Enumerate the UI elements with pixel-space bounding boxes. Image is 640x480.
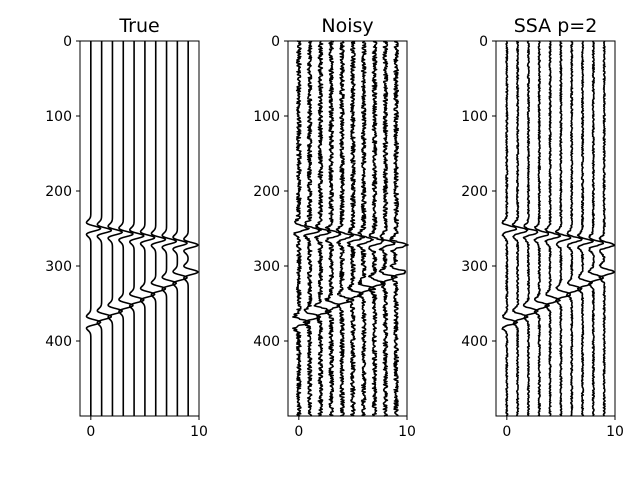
seismic-trace-9: [598, 40, 616, 417]
y-tick-label: 400: [461, 334, 488, 350]
panel-title: SSA p=2: [514, 15, 598, 37]
seismic-trace-0: [501, 40, 519, 417]
y-tick-label: 400: [253, 334, 280, 350]
y-tick-label: 100: [45, 109, 72, 125]
seismic-trace-5: [554, 40, 572, 417]
seismic-trace-0: [85, 40, 102, 417]
y-tick-label: 100: [253, 109, 280, 125]
panel-title: True: [118, 15, 159, 37]
seismic-trace-6: [150, 40, 167, 417]
seismic-trace-8: [172, 40, 188, 417]
y-tick-label: 200: [253, 184, 280, 200]
y-tick-label: 0: [271, 34, 280, 50]
axes-frame: [495, 40, 616, 417]
seismic-trace-8: [587, 40, 605, 417]
seismic-trace-2: [107, 40, 123, 417]
y-tick-label: 300: [45, 259, 72, 275]
seismic-trace-3: [324, 40, 342, 417]
panel-title: Noisy: [321, 15, 373, 37]
seismic-trace-7: [368, 40, 386, 417]
seismic-trace-9: [389, 40, 409, 417]
seismic-trace-5: [139, 40, 156, 417]
seismic-trace-6: [565, 40, 583, 417]
y-tick-label: 100: [461, 109, 488, 125]
seismic-trace-1: [511, 40, 529, 417]
seismic-trace-8: [378, 40, 398, 417]
y-tick-label: 200: [45, 184, 72, 200]
axes-frame: [79, 40, 200, 417]
y-tick-label: 300: [253, 259, 280, 275]
seismic-trace-1: [96, 40, 113, 417]
seismic-trace-9: [183, 40, 199, 417]
seismic-trace-5: [345, 40, 366, 417]
y-tick-label: 300: [461, 259, 488, 275]
seismic-trace-2: [313, 40, 332, 417]
x-tick-label: 0: [294, 424, 303, 440]
panel-2: Noisy 0 100 200 300 400 0 10: [253, 15, 416, 440]
seismic-trace-2: [522, 40, 539, 417]
seismic-trace-4: [335, 40, 355, 417]
x-tick-label: 10: [606, 424, 624, 440]
x-tick-label: 0: [502, 424, 511, 440]
seismic-trace-0: [292, 40, 311, 417]
seismic-trace-4: [544, 40, 562, 417]
seismic-trace-4: [128, 40, 145, 417]
y-tick-label: 0: [63, 34, 72, 50]
seismic-trace-6: [356, 40, 377, 417]
seismic-trace-7: [161, 40, 178, 417]
x-tick-label: 0: [86, 424, 95, 440]
panel-3: SSA p=2 0 100 200 300 400 0 10: [461, 15, 624, 440]
x-tick-label: 10: [190, 424, 208, 440]
seismic-trace-3: [533, 40, 550, 417]
y-tick-label: 0: [479, 34, 488, 50]
seismic-trace-7: [576, 40, 594, 417]
axes-frame: [287, 40, 408, 417]
y-tick-label: 200: [461, 184, 488, 200]
seismic-trace-1: [302, 40, 322, 417]
seismic-trace-3: [118, 40, 134, 417]
y-tick-label: 400: [45, 334, 72, 350]
x-tick-label: 10: [398, 424, 416, 440]
panel-1: True 0 100 200 300 400 0 10: [45, 15, 208, 440]
